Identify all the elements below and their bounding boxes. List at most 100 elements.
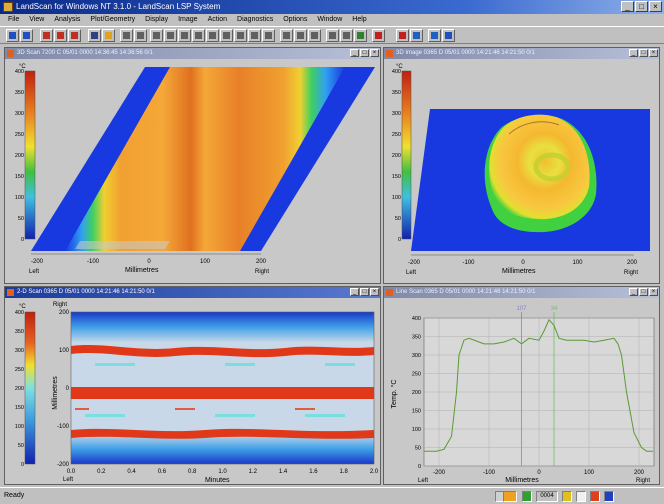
- toolbar-button[interactable]: [20, 29, 33, 42]
- scale-tick-label: 400: [15, 69, 24, 75]
- pane-2d-scan[interactable]: 2-D Scan 0365 D 05/01 0000 14:21:46 14:2…: [4, 286, 381, 485]
- toolbar-button[interactable]: [340, 29, 353, 42]
- toolbar-button[interactable]: [308, 29, 321, 42]
- toolbar-button[interactable]: [354, 29, 367, 42]
- menu-analysis[interactable]: Analysis: [54, 16, 81, 23]
- toolbar-button[interactable]: [178, 29, 191, 42]
- pane-maximize-button[interactable]: □: [360, 49, 369, 57]
- scale-tick-labels: 400 350 300 250 200 150 100 50 0: [15, 69, 24, 243]
- x-axis-label: Millimetres: [505, 477, 539, 484]
- toolbar-button[interactable]: [248, 29, 261, 42]
- x-tick-label: 100: [584, 470, 595, 476]
- menu-help[interactable]: Help: [352, 16, 367, 23]
- toolbar-button[interactable]: [262, 29, 275, 42]
- pointer-icon: [445, 32, 452, 39]
- toolbar-button[interactable]: [234, 29, 247, 42]
- status-indicator-warn: [503, 491, 517, 502]
- toolbar-button[interactable]: [372, 29, 385, 42]
- menu-display[interactable]: Display: [145, 16, 169, 23]
- toolbar-button[interactable]: [410, 29, 423, 42]
- maximize-button[interactable]: □: [635, 1, 648, 12]
- toolbar-button[interactable]: [192, 29, 205, 42]
- pane-2d-scan-body: °C 400 350 300 250 200 150 100 50 0 Right Millim…: [5, 298, 380, 484]
- pane-title: 3D Image 0365 D 05/01 0000 14:21:46 14:2…: [396, 50, 535, 56]
- pane-title-bar: 3D Image 0365 D 05/01 0000 14:21:46 14:2…: [384, 48, 659, 59]
- toolbar-button[interactable]: [326, 29, 339, 42]
- menu-file[interactable]: File: [8, 16, 20, 23]
- pane-title-bar: Line Scan 0365 D 05/01 0000 14:21:46 14:…: [384, 287, 659, 298]
- x-tick-label: 0.0: [67, 469, 76, 475]
- title-bar: LandScan for Windows NT 3.1.0 - LandScan…: [0, 0, 664, 14]
- close-button[interactable]: ×: [649, 1, 662, 12]
- x-tick-label: 0.6: [158, 469, 167, 475]
- 3d-image-plot: °C 400 350 300 250 200 150 100 50 0 -200 -100 0 100…: [384, 59, 659, 283]
- x-tick-label: 200: [627, 260, 638, 266]
- pane-icon: [7, 50, 14, 57]
- pane-icon: [7, 289, 14, 296]
- zoom-in-icon: [123, 32, 130, 39]
- toolbar-button[interactable]: [150, 29, 163, 42]
- pane-minimize-button[interactable]: _: [629, 288, 638, 296]
- x-tick-label: 2.0: [370, 469, 379, 475]
- pane-minimize-button[interactable]: _: [350, 288, 359, 296]
- toolbar-button[interactable]: [428, 29, 441, 42]
- toolbar-button[interactable]: [220, 29, 233, 42]
- pane-3d-image[interactable]: 3D Image 0365 D 05/01 0000 14:21:46 14:2…: [383, 47, 660, 284]
- minimize-button[interactable]: _: [621, 1, 634, 12]
- toolbar-button[interactable]: [88, 29, 101, 42]
- pane-maximize-button[interactable]: □: [639, 288, 648, 296]
- scale-tick-label: 0: [21, 462, 24, 468]
- menu-options[interactable]: Options: [283, 16, 308, 23]
- y-tick-label: 150: [412, 409, 421, 415]
- pane-maximize-button[interactable]: □: [360, 288, 369, 296]
- toolbar-button[interactable]: [6, 29, 19, 42]
- menu-plot-geometry[interactable]: Plot/Geometry: [90, 16, 136, 23]
- pane-3d-scan[interactable]: 3D Scan 7200 C 05/01 0000 14:36:45 14:36…: [4, 47, 381, 284]
- y-axis-label: Millimetres: [52, 376, 59, 410]
- toolbar-button[interactable]: [68, 29, 81, 42]
- y-tick-label: 100: [412, 427, 421, 433]
- toolbar-button[interactable]: [294, 29, 307, 42]
- pane-close-button[interactable]: ×: [370, 288, 379, 296]
- toolbar-button[interactable]: [396, 29, 409, 42]
- scale-tick-label: 250: [15, 367, 24, 373]
- pane-minimize-button[interactable]: _: [350, 49, 359, 57]
- pane-maximize-button[interactable]: □: [639, 49, 648, 57]
- menu-action[interactable]: Action: [207, 16, 228, 23]
- cursor-label: 107: [516, 306, 527, 312]
- status-indicator-2: [562, 491, 572, 502]
- menu-diagnostics[interactable]: Diagnostics: [237, 16, 274, 23]
- toolbar-button[interactable]: [120, 29, 133, 42]
- pane-close-button[interactable]: ×: [649, 49, 658, 57]
- toolbar-button[interactable]: [54, 29, 67, 42]
- pane-title-bar: 2-D Scan 0365 D 05/01 0000 14:21:46 14:2…: [5, 287, 380, 298]
- toolbar-button[interactable]: [164, 29, 177, 42]
- pane-minimize-button[interactable]: _: [629, 49, 638, 57]
- pane-close-button[interactable]: ×: [649, 288, 658, 296]
- toolbar-button[interactable]: [102, 29, 115, 42]
- menu-window[interactable]: Window: [317, 16, 343, 23]
- toolbar-button[interactable]: [134, 29, 147, 42]
- pane-3d-image-body: °C 400 350 300 250 200 150 100 50 0 -200 -100 0 100…: [384, 59, 659, 283]
- hot-band-1: [71, 345, 374, 358]
- y-tick-label: 200: [59, 310, 70, 316]
- menu-view[interactable]: View: [29, 16, 45, 23]
- window-title: LandScan for Windows NT 3.1.0 - LandScan…: [16, 2, 221, 11]
- toolbar: [0, 26, 664, 44]
- menu-image[interactable]: Image: [178, 16, 198, 23]
- toolbar-button[interactable]: [40, 29, 53, 42]
- toolbar-button[interactable]: [206, 29, 219, 42]
- scale-tick-label: 100: [15, 195, 24, 201]
- scale-tick-labels: 400 350 300 250 200 150 100 50 0: [15, 310, 24, 468]
- pane-close-button[interactable]: ×: [370, 49, 379, 57]
- scan-icon: [71, 32, 78, 39]
- toolbar-button[interactable]: [442, 29, 455, 42]
- pane-line-scan[interactable]: Line Scan 0365 D 05/01 0000 14:21:46 14:…: [383, 286, 660, 485]
- cursors[interactable]: 107 34: [516, 306, 558, 466]
- scale-tick-label: 250: [392, 132, 401, 138]
- pane-3d-scan-body: °C 400 350 300 250 200 150 100 50 0 -200 -100 0 100…: [5, 59, 380, 283]
- x-left-label: Left: [406, 270, 416, 276]
- x-left-label: Left: [63, 477, 73, 483]
- y-tick-label: -100: [57, 424, 70, 430]
- toolbar-button[interactable]: [280, 29, 293, 42]
